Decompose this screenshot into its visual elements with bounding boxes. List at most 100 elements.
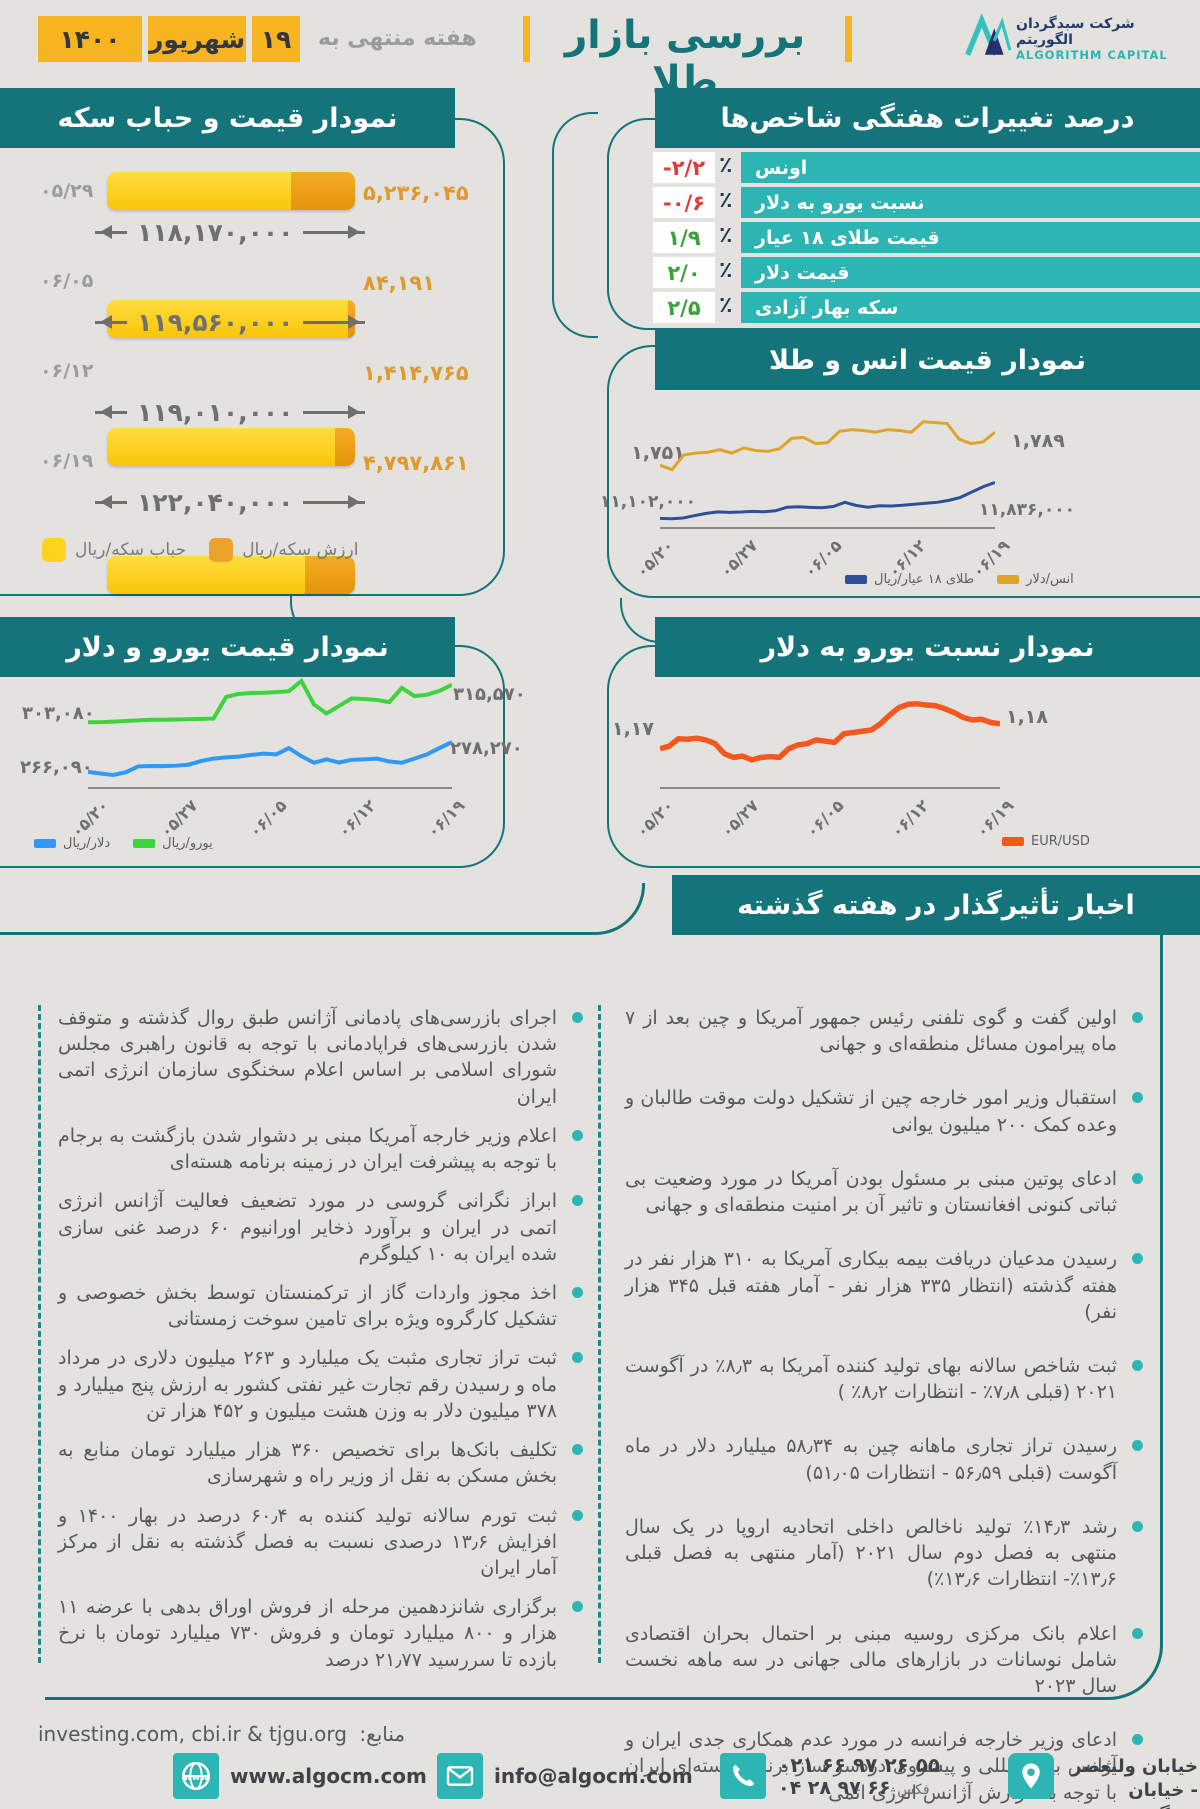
percent-sign: ٪ [719,188,733,213]
news-item: ثبت شاخص سالانه بهای تولید کننده آمریکا … [625,1353,1145,1405]
weekly-row-bar: قیمت طلای ۱۸ عیار [741,222,1200,253]
news-panel-header: اخبار تأثیرگذار در هفته گذشته [672,875,1200,935]
gold-chart-legend: طلای ۱۸ عیار/ریال انس/دلار [845,572,1074,587]
gold18-legend-swatch [845,575,867,584]
news-item: استقبال وزیر امور خارجه چین از تشکیل دول… [625,1085,1145,1137]
dollar-legend-swatch [34,839,56,848]
location-pin-icon [1008,1753,1054,1799]
coin-bar [107,428,355,466]
value-legend-swatch [209,538,234,562]
sources-label: منابع: [359,1722,406,1746]
percent-sign: ٪ [719,223,733,248]
value-legend-label: ارزش سکه/ریال [242,540,359,560]
news-item: رسیدن مدعیان دریافت بیمه بیکاری آمریکا ب… [625,1246,1145,1325]
weekly-row-bar: سکه بهار آزادی [741,292,1200,323]
eurodollar-x-axis [88,787,452,789]
bubble-legend-swatch [42,538,66,562]
email-icon [437,1753,483,1799]
dollar-legend-label: دلار/ریال [63,836,111,851]
weekly-row-label: سکه بهار آزادی [755,296,899,319]
coin-panel-title: نمودار قیمت و حباب سکه [57,102,398,134]
weekly-row-bar: قیمت دلار [741,257,1200,288]
eurodollar-panel-title: نمودار قیمت یورو و دلار [66,631,389,663]
weekly-value-box: -۰/۶ [653,187,715,218]
coin-bubble-segment [335,428,355,466]
coin-bar [107,172,355,210]
weekly-value-box: ۲/۰ [653,257,715,288]
left-arrow-icon [95,495,128,509]
left-arrow-icon [95,315,128,329]
left-arrow-icon [95,225,128,239]
eurusd-start-label: ۱,۱۷ [611,718,654,740]
news-item: اعلام وزیر خارجه آمریکا مبنی بر دشوار شد… [58,1123,585,1175]
coin-price-row: ۱۲۲,۰۴۰,۰۰۰ [95,488,365,517]
email-link[interactable]: info@algocm.com [494,1764,693,1788]
weekly-value-box: ۱/۹ [653,222,715,253]
ounce-legend-swatch [997,575,1020,584]
euro-legend-swatch [133,839,156,848]
weekly-row-bar: اونس [741,152,1200,183]
eurusd-legend-label: EUR/USD [1031,834,1090,849]
week-year-box: ۱۴۰۰ [38,16,142,62]
address-block: خیابان ولیعصر - خیابان بزرگمهر پلاک ۱۶ -… [1058,1755,1198,1809]
dollar-end-label: ۲۷۸,۲۷۰ [450,738,523,759]
eurusd-legend-swatch [1002,837,1024,846]
coin-row-date: ۰۶/۱۹ [40,450,94,472]
percent-sign: ٪ [719,293,733,318]
news-left-dashed-guide [38,1005,41,1663]
euro-legend-label: یورو/ریال [162,836,213,851]
weekly-panel-title: درصد تغییرات هفتگی شاخص‌ها [720,102,1135,134]
eurusd-legend: EUR/USD [1002,834,1090,849]
news-item: تکلیف بانک‌ها برای تخصیص ۳۶۰ هزار میلیار… [58,1437,585,1489]
weekly-row-label: نسبت یورو به دلار [755,191,925,214]
coin-panel-header: نمودار قیمت و حباب سکه [0,88,455,148]
eurodollar-panel-header: نمودار قیمت یورو و دلار [0,617,455,677]
news-panel-title: اخبار تأثیرگذار در هفته گذشته [737,889,1135,921]
percent-sign: ٪ [719,258,733,283]
eurusd-series-line [660,704,1000,760]
weekly-value: ۲/۵ [667,295,701,320]
dollar-line-chart [88,738,452,778]
weekly-value: ۱/۹ [667,225,701,250]
news-right-column: اولین گفت و گوی تلفنی رئیس جمهور آمریکا … [625,1005,1145,1806]
weekly-value: -۰/۶ [662,190,706,215]
coin-bubble-value: ۴,۷۹۷,۸۶۱ [363,451,469,475]
weekly-row-label: اونس [755,156,808,179]
gold-panel-header: نمودار قیمت انس و طلا [655,330,1200,390]
eurusd-line-chart [660,697,1000,765]
gold-panel-title: نمودار قیمت انس و طلا [768,344,1087,376]
week-ending-label: هفته منتهی به [318,26,477,51]
coin-bubble-segment [305,556,355,594]
fax-number-line: ۰۴ ۲۸ ۹۷ ۶۶ فکس [778,1777,978,1799]
coin-price-row: ۱۱۹,۰۱۰,۰۰۰ [95,398,365,427]
percent-sign: ٪ [719,153,733,178]
globe-icon: www [173,1753,219,1799]
coin-bar [107,300,355,338]
coin-row-date: ۰۵/۲۹ [40,180,94,202]
news-item: ثبت تراز تجاری مثبت یک میلیارد و ۲۶۳ میل… [58,1345,585,1424]
left-arrow-icon [95,405,128,419]
coin-price-row: ۱۱۸,۱۷۰,۰۰۰ [95,218,365,247]
eurusd-panel-title: نمودار نسبت یورو به دلار [760,631,1095,663]
right-arrow-icon [303,495,365,509]
algorithm-capital-logo-icon [963,8,1013,64]
news-left-column: اجرای بازرسی‌های پادمانی آژانس طبق روال … [58,1005,585,1673]
ounce-end-label: ۱,۷۸۹ [1011,430,1065,452]
weekly-row-bar: نسبت یورو به دلار [741,187,1200,218]
website-link[interactable]: www.algocm.com [230,1764,427,1788]
connector-arc-right [620,598,660,643]
coin-price-row: ۱۱۹,۵۶۰,۰۰۰ [95,308,365,337]
eurusd-end-label: ۱,۱۸ [1005,706,1048,728]
news-item: رسیدن تراز تجاری ماهانه چین به ۵۸٫۳۴ میل… [625,1433,1145,1485]
page-title: بررسی بازار طلا [564,13,806,103]
gold18-series-line [660,482,995,518]
dollar-start-label: ۲۶۶,۰۹۰ [20,757,93,778]
gold-x-axis [660,527,995,529]
euro-end-label: ۳۱۵,۵۷۰ [453,684,526,705]
euro-series-line [88,681,452,722]
dollar-series-line [88,742,452,775]
ounce-line-chart [660,416,995,474]
coin-legend: حباب سکه/ریال ارزش سکه/ریال [42,538,358,562]
news-item: اجرای بازرسی‌های پادمانی آژانس طبق روال … [58,1005,585,1110]
news-item: ادعای پوتین مبنی بر مسئول بودن آمریکا در… [625,1166,1145,1218]
